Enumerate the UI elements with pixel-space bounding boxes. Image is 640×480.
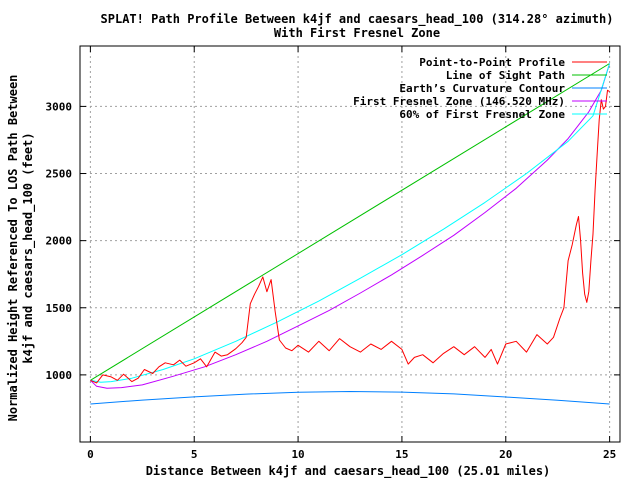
chart-title: SPLAT! Path Profile Between k4jf and cae… bbox=[101, 12, 614, 27]
series-line-curvature bbox=[90, 391, 610, 405]
series-line-fresnel60 bbox=[90, 63, 611, 383]
chart-subtitle: With First Fresnel Zone bbox=[274, 26, 440, 40]
legend-label-curvature: Earth’s Curvature Contour bbox=[399, 82, 565, 95]
y-tick-label: 1000 bbox=[46, 369, 73, 382]
legend-label-profile: Point-to-Point Profile bbox=[419, 56, 565, 69]
y-axis-label-line1: Normalized Height Referenced To LOS Path… bbox=[6, 75, 20, 422]
plot-series bbox=[90, 63, 611, 405]
x-tick-label: 5 bbox=[191, 448, 198, 461]
y-tick-label: 3000 bbox=[46, 100, 73, 113]
legend-label-fresnel60: 60% of First Fresnel Zone bbox=[399, 108, 565, 121]
x-tick-label: 25 bbox=[603, 448, 616, 461]
y-tick-label: 2500 bbox=[46, 168, 73, 181]
x-tick-label: 0 bbox=[87, 448, 94, 461]
y-tick-label: 1500 bbox=[46, 302, 73, 315]
legend-label-los: Line of Sight Path bbox=[446, 69, 565, 82]
x-tick-label: 20 bbox=[499, 448, 512, 461]
axis-ticks: 0 5 10 15 20 25 1000 1500 2000 2500 3000 bbox=[46, 46, 620, 461]
x-tick-label: 10 bbox=[291, 448, 304, 461]
plot-frame bbox=[79, 45, 621, 443]
series-line-los bbox=[90, 63, 610, 381]
y-tick-label: 2000 bbox=[46, 235, 73, 248]
x-tick-label: 15 bbox=[395, 448, 408, 461]
legend-label-fresnel: First Fresnel Zone (146.520 MHz) bbox=[353, 95, 565, 108]
chart-legend: Point-to-Point Profile Line of Sight Pat… bbox=[353, 56, 607, 121]
series-line-profile bbox=[90, 89, 610, 384]
y-axis-label-line2: k4jf and caesars_head_100 (feet) bbox=[21, 132, 36, 363]
x-axis-label: Distance Between k4jf and caesars_head_1… bbox=[146, 464, 551, 479]
grid-lines bbox=[80, 46, 620, 442]
